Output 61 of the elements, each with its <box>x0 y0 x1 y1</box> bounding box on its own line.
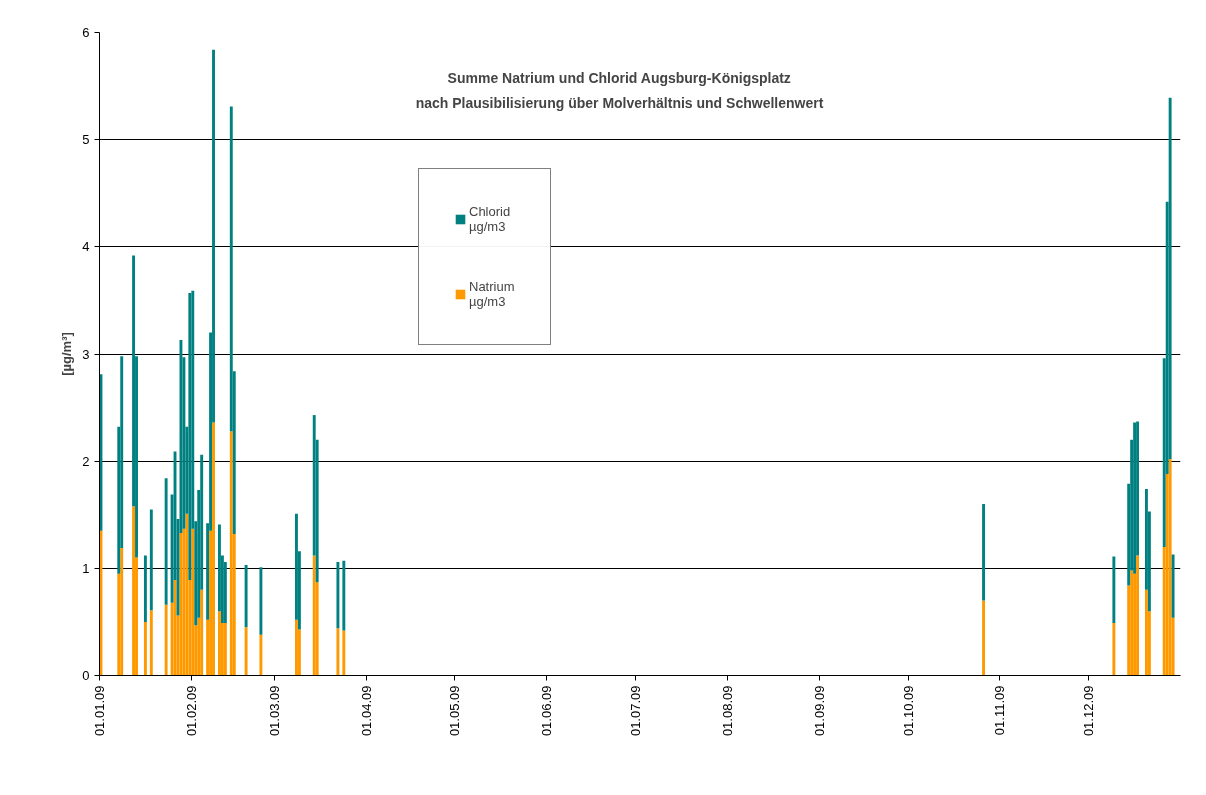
y-tick-label: 6 <box>82 25 90 40</box>
bar <box>164 604 168 676</box>
bar <box>336 561 340 629</box>
legend-label: Natrium µg/m3 <box>469 279 515 309</box>
text: nach Plausibilisierung über Molverhältnis und Schwellenwert <box>415 94 824 111</box>
x-tick-label: 01.07.09 <box>628 685 644 737</box>
text: Summe Natrium und Chlorid Augsburg-Königsplatz <box>447 69 791 86</box>
bar <box>336 628 340 676</box>
x-tick-label: 01.06.09 <box>539 685 555 737</box>
x-tick-label: 01.12.09 <box>1081 685 1097 737</box>
x-tick-label: 01.03.09 <box>266 685 282 737</box>
bar <box>312 555 316 676</box>
x-tick-label: 01.09.09 <box>811 685 827 737</box>
bar <box>1133 422 1137 574</box>
bar <box>229 431 233 676</box>
bar <box>223 622 227 676</box>
bar <box>218 611 221 676</box>
bar <box>200 589 204 676</box>
bar <box>188 292 192 581</box>
bar <box>259 567 263 635</box>
x-tick-label: 01.08.09 <box>719 685 735 737</box>
bar <box>259 634 263 676</box>
bar <box>164 478 168 605</box>
bar <box>1136 555 1140 676</box>
bar <box>342 630 346 676</box>
y-tick-label: 2 <box>82 453 90 469</box>
y-tick-label: 4 <box>82 239 90 255</box>
bar <box>1130 570 1134 676</box>
x-tick-label: 01.02.09 <box>183 685 199 737</box>
bar <box>132 506 136 676</box>
bar <box>149 509 153 611</box>
x-tick-label: 01.10.09 <box>900 685 916 737</box>
bar <box>191 528 195 676</box>
bar <box>120 547 124 676</box>
bar <box>1168 459 1172 676</box>
y-tick-label: 0 <box>82 668 90 683</box>
bar <box>1144 589 1148 676</box>
legend-label: Chlorid µg/m3 <box>469 204 511 234</box>
bar <box>185 513 189 676</box>
x-tick-label: 01.11.09 <box>992 685 1008 736</box>
bar <box>982 600 985 676</box>
bar <box>244 565 248 628</box>
bar <box>1171 554 1175 618</box>
y-tick-label: 5 <box>82 132 90 148</box>
bar <box>212 422 215 676</box>
bar <box>143 621 147 676</box>
bar <box>1112 556 1116 623</box>
y-tick-label: 1 <box>82 560 90 576</box>
bar <box>244 627 248 676</box>
y-axis-title: [µg/m³] <box>59 332 75 376</box>
bar <box>342 560 346 631</box>
bar <box>149 610 153 676</box>
bar <box>143 555 147 622</box>
x-tick-label: 01.05.09 <box>447 685 463 737</box>
bar <box>179 532 183 676</box>
bar <box>295 619 298 676</box>
bar <box>982 504 985 601</box>
y-tick-label: 3 <box>82 346 90 362</box>
bar <box>1112 622 1116 676</box>
x-tick-label: 01.04.09 <box>358 685 374 737</box>
x-tick-label: 01.01.09 <box>92 685 107 737</box>
